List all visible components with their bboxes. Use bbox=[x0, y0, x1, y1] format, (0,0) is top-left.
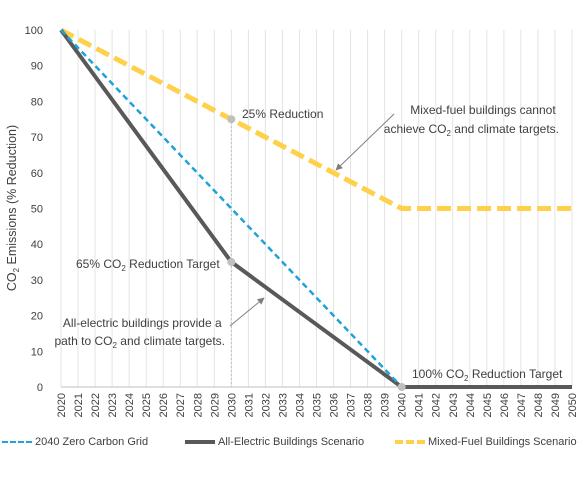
x-tick-label: 2034 bbox=[294, 393, 306, 417]
data-marker bbox=[397, 383, 406, 391]
legend-swatch-zero-carbon-grid bbox=[2, 441, 32, 443]
x-tick-label: 2041 bbox=[414, 393, 426, 417]
x-tick-label: 2027 bbox=[175, 393, 187, 417]
annotation-65-target: 65% CO2 Reduction Target bbox=[76, 257, 220, 273]
annotation-all-electric-note: All-electric buildings provide a path to… bbox=[54, 316, 225, 350]
legend-item-zero-carbon-grid: 2040 Zero Carbon Grid bbox=[2, 436, 148, 448]
x-tick-label: 2022 bbox=[90, 393, 102, 417]
legend-label-mixed-fuel: Mixed-Fuel Buildings Scenario bbox=[428, 436, 577, 448]
x-tick-label: 2028 bbox=[192, 393, 204, 417]
x-tick-label: 2047 bbox=[516, 393, 528, 417]
y-tick-label: 50 bbox=[31, 204, 43, 216]
line-zero-carbon-grid bbox=[60, 29, 403, 388]
annotation-25-reduction: 25% Reduction bbox=[242, 107, 323, 121]
legend: 2040 Zero Carbon Grid All-Electric Build… bbox=[0, 436, 587, 456]
x-tick-label: 2030 bbox=[226, 393, 238, 417]
x-tick-label: 2029 bbox=[209, 393, 221, 417]
x-tick-label: 2023 bbox=[107, 393, 119, 417]
y-tick-labels: 0 10 20 30 40 50 60 70 80 90 100 bbox=[25, 25, 43, 394]
legend-label-all-electric: All-Electric Buildings Scenario bbox=[218, 436, 365, 448]
legend-swatch-all-electric bbox=[185, 440, 215, 444]
x-tick-label: 2036 bbox=[329, 393, 341, 417]
x-tick-label: 2037 bbox=[346, 393, 358, 417]
legend-item-mixed-fuel: Mixed-Fuel Buildings Scenario bbox=[395, 436, 577, 448]
x-tick-label: 2035 bbox=[312, 393, 324, 417]
y-axis-label: CO2 Emissions (% Reduction) bbox=[5, 125, 21, 291]
annotation-100-target: 100% CO2 Reduction Target bbox=[412, 367, 563, 383]
y-tick-label: 70 bbox=[31, 132, 43, 144]
y-tick-label: 80 bbox=[31, 96, 43, 108]
y-tick-label: 20 bbox=[31, 311, 43, 323]
x-tick-label: 2044 bbox=[465, 393, 477, 417]
x-tick-label: 2048 bbox=[533, 393, 545, 417]
x-tick-label: 2021 bbox=[73, 393, 85, 417]
y-tick-label: 100 bbox=[25, 25, 43, 37]
x-tick-label: 2032 bbox=[260, 393, 272, 417]
x-tick-label: 2020 bbox=[56, 393, 68, 417]
x-tick-label: 2049 bbox=[550, 393, 562, 417]
x-tick-label: 2040 bbox=[397, 393, 409, 417]
y-tick-label: 30 bbox=[31, 275, 43, 287]
legend-swatch-mixed-fuel bbox=[395, 440, 425, 444]
y-tick-label: 60 bbox=[31, 168, 43, 180]
x-tick-label: 2026 bbox=[158, 393, 170, 417]
x-tick-label: 2024 bbox=[124, 393, 136, 417]
y-tick-label: 40 bbox=[31, 239, 43, 251]
x-tick-label: 2045 bbox=[482, 393, 494, 417]
annotation-mixed-fuel-note: Mixed-fuel buildings cannot achieve CO2 … bbox=[384, 103, 559, 138]
data-markers bbox=[227, 115, 406, 391]
line-mixed-fuel bbox=[59, 27, 572, 211]
x-tick-labels: 2020 2021 2022 2023 2024 2025 2026 2027 2028 2029… bbox=[56, 393, 579, 417]
x-tick-label: 2031 bbox=[243, 393, 255, 417]
x-tick-label: 2046 bbox=[499, 393, 511, 417]
line-all-electric bbox=[59, 28, 572, 389]
y-tick-label: 90 bbox=[31, 61, 43, 73]
y-tick-label: 0 bbox=[37, 382, 43, 394]
x-tick-label: 2033 bbox=[277, 393, 289, 417]
legend-item-all-electric: All-Electric Buildings Scenario bbox=[185, 436, 364, 448]
series-lines bbox=[59, 27, 572, 389]
x-tick-label: 2042 bbox=[431, 393, 443, 417]
data-marker bbox=[227, 115, 236, 124]
x-tick-label: 2050 bbox=[567, 393, 579, 417]
x-tick-label: 2025 bbox=[141, 393, 153, 417]
x-tick-label: 2039 bbox=[380, 393, 392, 417]
data-marker bbox=[227, 258, 236, 267]
legend-label-zero-carbon-grid: 2040 Zero Carbon Grid bbox=[35, 436, 149, 448]
x-tick-label: 2038 bbox=[363, 393, 375, 417]
y-tick-label: 10 bbox=[31, 346, 43, 358]
all-electric-callout-arrow bbox=[229, 297, 265, 327]
x-tick-label: 2043 bbox=[448, 393, 460, 417]
mixed-fuel-callout-arrow bbox=[335, 113, 395, 171]
